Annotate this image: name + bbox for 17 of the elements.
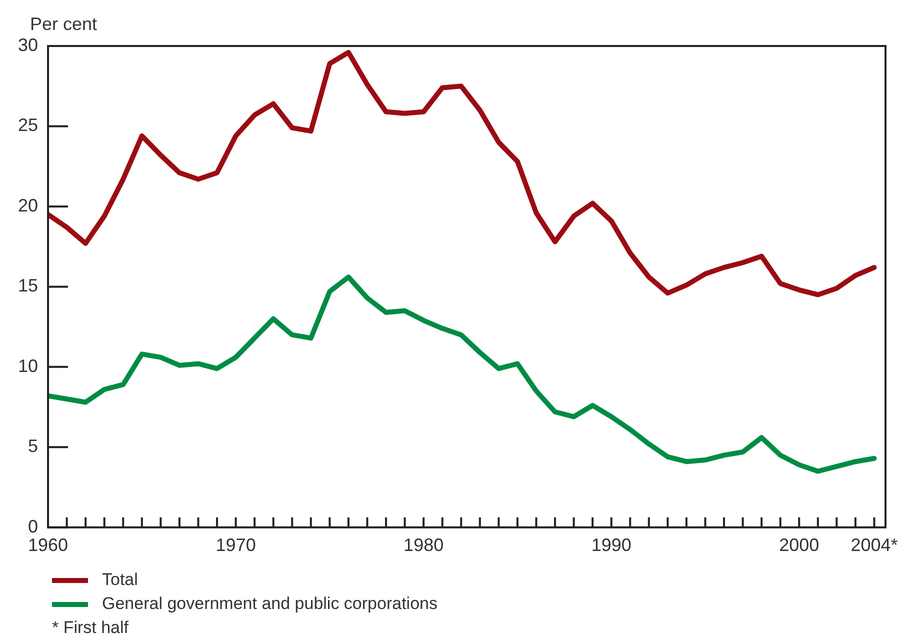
- y-tick-label: 15: [18, 276, 38, 296]
- x-tick-label: 2000: [779, 535, 820, 556]
- x-tick-label: 2004*: [850, 535, 898, 556]
- y-tick-label: 0: [28, 516, 38, 536]
- y-axis-title: Per cent: [30, 14, 98, 34]
- y-tick-label: 25: [18, 115, 38, 136]
- x-tick-label: 1980: [404, 535, 444, 556]
- y-tick-label: 5: [28, 436, 38, 456]
- y-tick-label: 30: [18, 34, 38, 55]
- x-tick-label: 1990: [591, 535, 632, 556]
- y-tick-label: 20: [18, 195, 38, 216]
- x-tick-label: 1960: [28, 535, 68, 556]
- text: * First half: [52, 617, 130, 639]
- x-tick-label: 1970: [216, 535, 256, 556]
- legend-label: Total: [102, 569, 138, 591]
- legend-label: General government and public corporations: [102, 593, 438, 615]
- y-tick-label: 10: [18, 356, 38, 376]
